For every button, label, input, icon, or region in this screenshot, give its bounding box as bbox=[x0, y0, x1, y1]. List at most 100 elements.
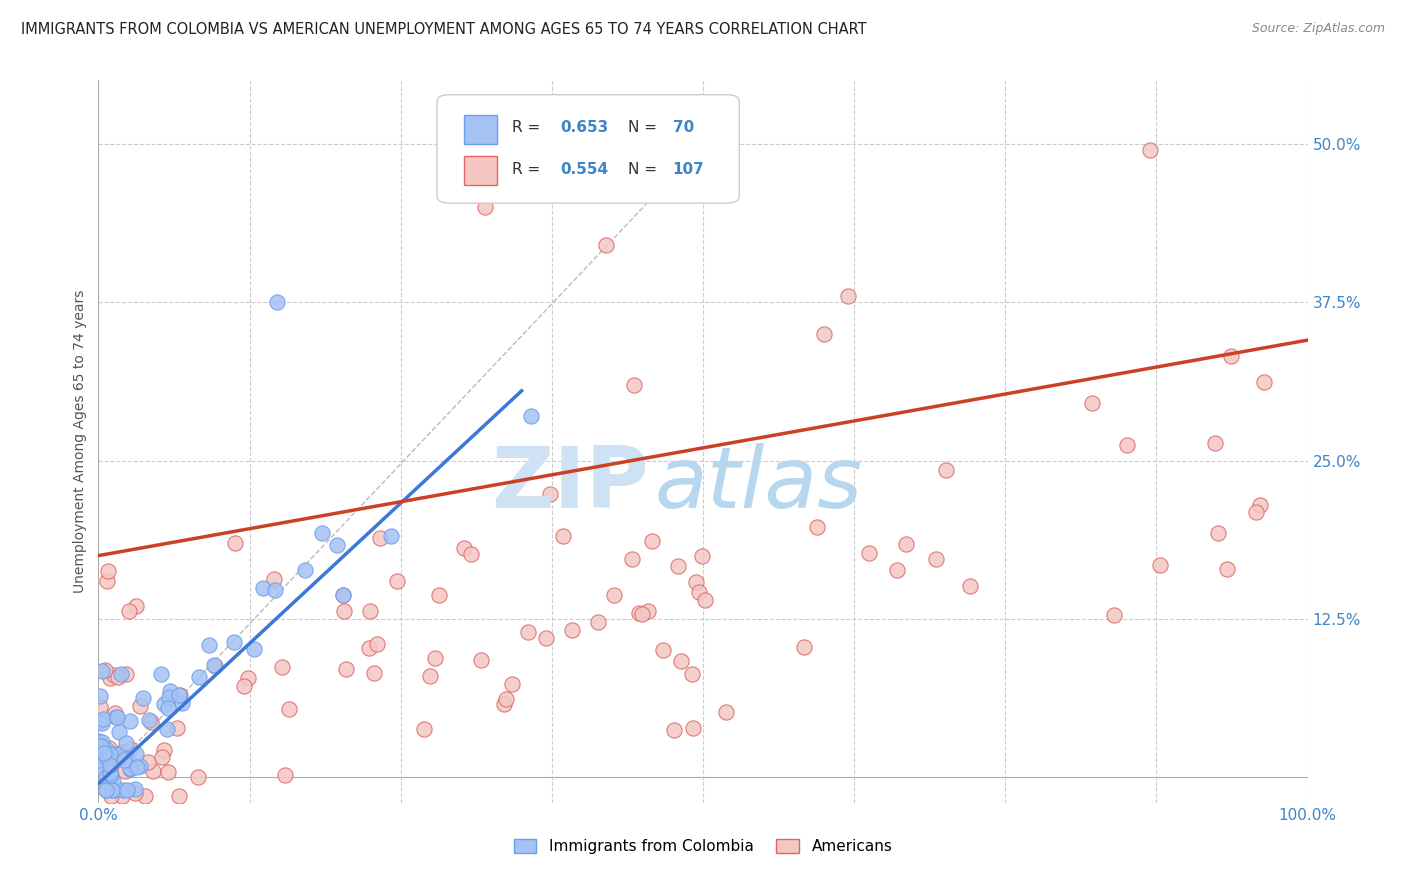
Point bbox=[100, 767, 122, 781]
Point bbox=[896, 536, 918, 550]
Point bbox=[837, 289, 859, 303]
Text: R =: R = bbox=[512, 161, 546, 177]
Point bbox=[682, 722, 704, 736]
Point bbox=[94, 770, 117, 784]
Point bbox=[124, 781, 146, 796]
Point bbox=[187, 770, 209, 784]
Point bbox=[311, 526, 333, 541]
Point bbox=[695, 592, 717, 607]
Point bbox=[134, 789, 156, 804]
Point bbox=[112, 754, 135, 768]
Point bbox=[419, 668, 441, 682]
Text: 0.653: 0.653 bbox=[561, 120, 609, 136]
Point bbox=[357, 640, 380, 655]
Point bbox=[115, 783, 138, 797]
Text: 70: 70 bbox=[672, 120, 695, 136]
Point bbox=[561, 623, 583, 637]
Point bbox=[87, 715, 110, 730]
Point bbox=[107, 724, 129, 739]
Point bbox=[87, 753, 110, 767]
Point bbox=[103, 668, 125, 682]
Point bbox=[125, 599, 148, 613]
Point bbox=[278, 702, 301, 716]
Point bbox=[224, 635, 246, 649]
Point bbox=[96, 743, 118, 757]
Point bbox=[1253, 375, 1275, 389]
Point bbox=[111, 789, 134, 804]
Point bbox=[335, 662, 357, 676]
Point bbox=[152, 697, 174, 711]
Point bbox=[232, 679, 254, 693]
Point bbox=[520, 409, 543, 423]
Point bbox=[813, 326, 835, 341]
Point bbox=[118, 714, 141, 728]
Point bbox=[886, 562, 908, 576]
Point bbox=[204, 658, 226, 673]
Point bbox=[96, 751, 118, 765]
Point bbox=[94, 744, 117, 758]
Point bbox=[662, 723, 685, 738]
Point bbox=[681, 667, 703, 681]
Point bbox=[125, 760, 148, 774]
Point bbox=[166, 721, 188, 735]
Point bbox=[94, 663, 117, 677]
Point bbox=[96, 769, 118, 783]
Point bbox=[669, 654, 692, 668]
Point bbox=[685, 575, 707, 590]
Point bbox=[198, 638, 221, 652]
Point bbox=[806, 520, 828, 534]
FancyBboxPatch shape bbox=[437, 95, 740, 203]
Point bbox=[501, 676, 523, 690]
Point bbox=[688, 585, 710, 599]
Point bbox=[692, 549, 714, 564]
Legend: Immigrants from Colombia, Americans: Immigrants from Colombia, Americans bbox=[508, 833, 898, 860]
Point bbox=[103, 747, 125, 762]
Point bbox=[120, 762, 142, 776]
Point bbox=[332, 588, 354, 602]
Point bbox=[935, 463, 957, 477]
Point bbox=[167, 789, 190, 804]
Point bbox=[495, 692, 517, 706]
Point bbox=[115, 753, 138, 767]
Point bbox=[98, 758, 121, 772]
Point bbox=[427, 588, 450, 602]
Point bbox=[1219, 349, 1241, 363]
Text: 107: 107 bbox=[672, 161, 704, 177]
Point bbox=[271, 660, 294, 674]
Point bbox=[264, 582, 287, 597]
Point bbox=[595, 238, 617, 252]
Point bbox=[1244, 505, 1267, 519]
Point bbox=[91, 716, 114, 731]
Point bbox=[150, 667, 173, 681]
Point bbox=[136, 756, 159, 770]
Point bbox=[111, 783, 134, 797]
Point bbox=[551, 529, 574, 543]
Point bbox=[242, 642, 264, 657]
Point bbox=[98, 671, 121, 685]
Point bbox=[494, 698, 516, 712]
Point bbox=[266, 295, 288, 310]
Point bbox=[98, 747, 121, 761]
Point bbox=[474, 200, 496, 214]
Point bbox=[1206, 526, 1229, 541]
Point bbox=[333, 604, 356, 618]
Point bbox=[534, 631, 557, 645]
Point bbox=[100, 789, 122, 804]
Point bbox=[460, 547, 482, 561]
Point bbox=[1249, 498, 1271, 512]
Point bbox=[138, 713, 160, 727]
Point bbox=[90, 734, 112, 748]
Point bbox=[666, 558, 689, 573]
Text: N =: N = bbox=[628, 120, 662, 136]
Point bbox=[793, 640, 815, 654]
Point bbox=[1139, 143, 1161, 157]
Point bbox=[224, 536, 246, 550]
Text: R =: R = bbox=[512, 120, 546, 136]
Point bbox=[94, 783, 117, 797]
Point bbox=[1149, 558, 1171, 572]
Point bbox=[124, 786, 146, 800]
Point bbox=[170, 696, 193, 710]
Point bbox=[252, 582, 274, 596]
Point bbox=[104, 710, 127, 724]
Point bbox=[631, 607, 654, 622]
